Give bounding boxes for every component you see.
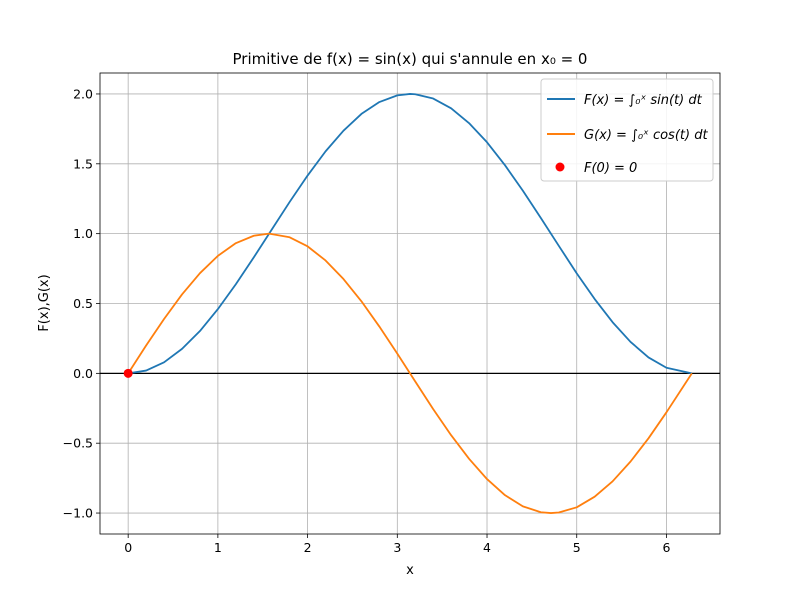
series-line-f <box>128 93 693 375</box>
legend-label-g: G(x) = ∫₀ˣ cos(t) dt <box>584 128 708 143</box>
legend-box <box>540 78 714 182</box>
x-axis: 0 1 2 3 4 5 6 <box>124 534 670 555</box>
x-tick-label: 3 <box>393 540 401 555</box>
y-tick-label: −1.0 <box>63 506 93 521</box>
plot-series <box>123 93 693 514</box>
x-tick-label: 6 <box>662 540 670 555</box>
y-tick-label: −0.5 <box>63 436 93 451</box>
x-tick-label: 2 <box>304 540 312 555</box>
y-tick-label: 1.0 <box>73 226 93 241</box>
y-axis: −1.0 −0.5 0.0 0.5 1.0 1.5 2.0 <box>63 86 100 521</box>
y-tick-label: 2.0 <box>73 86 93 101</box>
y-tick-label: 0.0 <box>73 366 93 381</box>
y-axis-label: F(x),G(x) <box>37 274 52 331</box>
x-tick-label: 5 <box>573 540 581 555</box>
series-line-g <box>127 232 693 514</box>
x-tick-label: 1 <box>214 540 222 555</box>
x-tick-label: 0 <box>124 540 132 555</box>
legend-swatch-point <box>555 162 565 172</box>
x-tick-label: 4 <box>483 540 491 555</box>
y-tick-label: 1.5 <box>73 156 93 171</box>
x-axis-label: x <box>406 563 414 578</box>
legend: F(x) = ∫₀ˣ sin(t) dt G(x) = ∫₀ˣ cos(t) d… <box>540 78 714 182</box>
legend-label-f: F(x) = ∫₀ˣ sin(t) dt <box>584 93 703 108</box>
legend-label-point: F(0) = 0 <box>584 161 637 176</box>
chart-title: Primitive de f(x) = sin(x) qui s'annule … <box>233 50 588 68</box>
y-tick-label: 0.5 <box>73 296 93 311</box>
point-f0 <box>123 368 133 378</box>
